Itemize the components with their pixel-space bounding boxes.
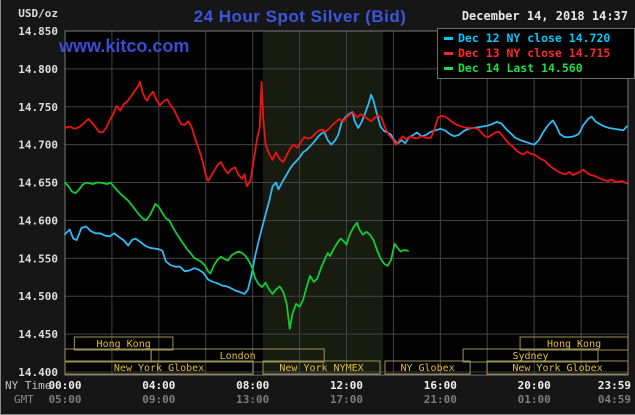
session-label: London bbox=[220, 351, 256, 362]
session-box bbox=[519, 336, 629, 351]
price-line-series-1 bbox=[64, 80, 628, 188]
y-axis-tick-label: 14.600 bbox=[18, 214, 58, 227]
x-axis-ny-time-label: 00:00 bbox=[48, 379, 81, 392]
legend-row: Dec 14 Last 14.560 bbox=[444, 61, 634, 75]
x-axis-ny-time-label: 04:00 bbox=[142, 379, 175, 392]
session-label: New York NYMEX bbox=[279, 363, 363, 374]
y-axis-tick-label: 14.550 bbox=[18, 252, 58, 265]
session-box bbox=[73, 336, 174, 351]
x-axis-ny-time-label: 23:59 bbox=[598, 379, 631, 392]
legend-label: Dec 14 Last 14.560 bbox=[458, 61, 583, 75]
y-axis-tick-label: 14.450 bbox=[18, 328, 58, 341]
y-axis-tick-label: 14.700 bbox=[18, 139, 58, 152]
chart-legend: Dec 12 NY close 14.720 Dec 13 NY close 14… bbox=[437, 28, 635, 79]
legend-dash-icon bbox=[444, 66, 453, 70]
x-axis-gmt-label: 17:00 bbox=[330, 393, 363, 406]
session-box bbox=[150, 348, 325, 363]
x-axis-gmt-label: 04:59 bbox=[598, 393, 631, 406]
page-title: 24 Hour Spot Silver (Bid) bbox=[193, 7, 407, 26]
session-label: New York Globex bbox=[114, 363, 204, 374]
legend-row: Dec 13 NY close 14.715 bbox=[444, 46, 634, 60]
session-box bbox=[384, 360, 471, 375]
y-axis-tick-label: 14.850 bbox=[18, 25, 58, 38]
session-label: New York Globex bbox=[512, 363, 602, 374]
session-box bbox=[462, 348, 599, 363]
legend-label: Dec 12 NY close 14.720 bbox=[458, 31, 611, 45]
x-axis-ny-time-label: 20:00 bbox=[518, 379, 551, 392]
ny-time-axis-caption: NY Time bbox=[5, 379, 51, 392]
legend-dash-icon bbox=[444, 51, 453, 55]
legend-label: Dec 13 NY close 14.715 bbox=[458, 46, 611, 60]
x-axis-gmt-label: 01:00 bbox=[518, 393, 551, 406]
y-axis-unit-label: USD/oz bbox=[18, 7, 58, 20]
x-axis-gmt-label: 09:00 bbox=[142, 393, 175, 406]
session-box bbox=[64, 360, 254, 375]
session-box bbox=[486, 360, 629, 375]
session-label: Hong Kong bbox=[547, 339, 601, 350]
y-axis-tick-label: 14.500 bbox=[18, 290, 58, 303]
plot-border bbox=[64, 30, 629, 376]
legend-row: Dec 12 NY close 14.720 bbox=[444, 31, 634, 45]
session-label: NY Globex bbox=[400, 363, 454, 374]
nymex-session-highlight-band bbox=[262, 31, 384, 375]
y-axis-tick-label: 14.750 bbox=[18, 101, 58, 114]
x-axis-gmt-label: 05:00 bbox=[48, 393, 81, 406]
gmt-axis-caption: GMT bbox=[14, 393, 34, 406]
chart-timestamp: December 14, 2018 14:37 bbox=[461, 9, 628, 23]
legend-dash-icon bbox=[444, 36, 453, 40]
session-label: Sydney bbox=[512, 351, 548, 362]
x-axis-gmt-label: 13:00 bbox=[236, 393, 269, 406]
session-label: Hong Kong bbox=[97, 339, 151, 350]
x-axis-ny-time-label: 08:00 bbox=[236, 379, 269, 392]
x-axis-gmt-label: 21:00 bbox=[424, 393, 457, 406]
kitco-watermark: www.kitco.com bbox=[59, 36, 190, 56]
x-axis-ny-time-label: 12:00 bbox=[330, 379, 363, 392]
x-axis-ny-time-label: 16:00 bbox=[424, 379, 457, 392]
y-axis-tick-label: 14.400 bbox=[18, 366, 58, 379]
session-box bbox=[262, 360, 381, 375]
y-axis-tick-label: 14.800 bbox=[18, 63, 58, 76]
y-axis-tick-label: 14.650 bbox=[18, 177, 58, 190]
price-line-series-2 bbox=[64, 181, 409, 330]
